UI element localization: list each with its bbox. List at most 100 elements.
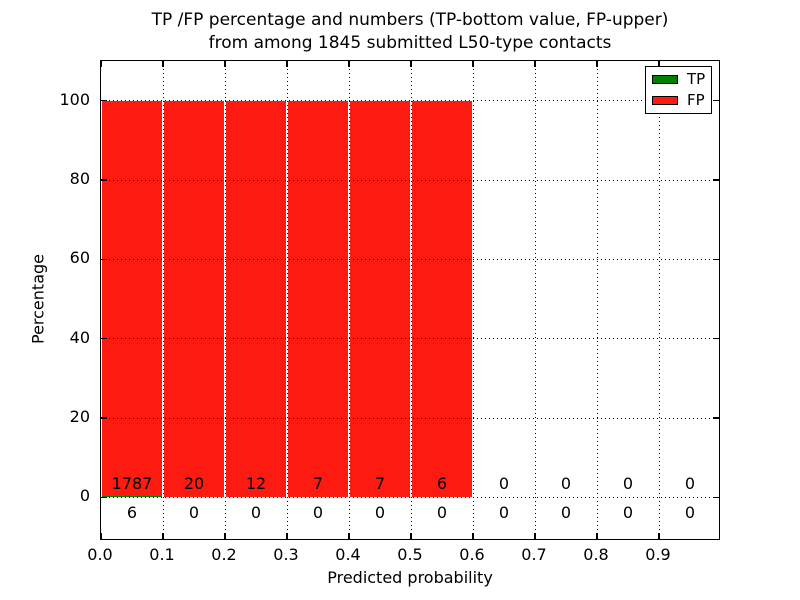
x-tick-label: 0.4	[335, 545, 361, 564]
x-tick-label: 0.1	[149, 545, 175, 564]
legend-swatch-tp	[652, 75, 678, 84]
gridline-horizontal	[101, 179, 719, 181]
x-tick-label: 0.6	[459, 545, 485, 564]
gridline-horizontal	[101, 338, 719, 340]
bar-tp	[102, 496, 162, 498]
bar-fp	[164, 100, 224, 498]
fp-count-label: 0	[498, 474, 510, 494]
x-tick-mark	[410, 533, 412, 539]
tp-count-label: 0	[684, 503, 696, 523]
x-tick-label: 0.8	[583, 545, 609, 564]
tick-marks-layer	[100, 61, 719, 539]
gridline-horizontal	[101, 496, 719, 498]
x-tick-mark	[410, 61, 412, 67]
tp-count-label: 6	[126, 503, 138, 523]
tp-count-label: 0	[498, 503, 510, 523]
x-tick-mark	[472, 533, 474, 539]
y-tick-label: 100	[59, 89, 90, 109]
fp-count-label: 20	[183, 474, 205, 494]
tp-count-label: 0	[436, 503, 448, 523]
x-tick-mark	[472, 61, 474, 67]
plot-area: 1787 6 20 0 12 0 7 0 7 0 6 0 0 0 0 0 0 0 0 0 TP FP	[100, 60, 720, 540]
x-tick-mark	[286, 533, 288, 539]
bar-fp	[350, 100, 410, 498]
y-tick-mark	[101, 337, 107, 340]
chart-title: TP /FP percentage and numbers (TP-bottom…	[90, 9, 730, 55]
x-tick-label: 0.7	[521, 545, 547, 564]
fp-count-label: 0	[560, 474, 572, 494]
tp-count-label: 0	[250, 503, 262, 523]
legend-label-tp: TP	[687, 70, 706, 88]
bar-fp	[288, 100, 348, 498]
gridline-horizontal	[101, 258, 719, 260]
legend-label-fp: FP	[687, 91, 705, 109]
x-tick-label: 0.0	[87, 545, 113, 564]
x-tick-mark	[100, 61, 102, 67]
x-tick-label: 0.9	[645, 545, 671, 564]
fp-count-label: 1787	[111, 474, 153, 494]
fp-count-label: 7	[312, 474, 324, 494]
gridline-vertical	[348, 61, 350, 539]
gridline-vertical	[472, 61, 474, 539]
count-labels-layer: 1787 6 20 0 12 0 7 0 7 0 6 0 0 0 0 0 0 0 0 0	[101, 61, 719, 539]
y-tick-mark	[101, 258, 107, 261]
y-tick-mark	[713, 417, 719, 419]
x-tick-mark	[596, 61, 598, 67]
chart-title-line2: from among 1845 submitted L50-type conta…	[208, 33, 612, 53]
gridline-vertical	[224, 61, 226, 539]
legend-swatch-fp	[652, 96, 678, 105]
bar-fp	[102, 100, 162, 497]
y-tick-mark	[713, 258, 719, 261]
legend-item-tp: TP	[652, 72, 705, 87]
y-tick-mark	[101, 99, 107, 102]
x-tick-mark	[534, 533, 536, 539]
bars-layer	[101, 61, 719, 539]
bar-fp	[226, 100, 286, 498]
y-tick-label: 40	[69, 327, 90, 347]
x-tick-mark	[224, 61, 226, 67]
x-tick-mark	[100, 533, 102, 539]
gridline-horizontal	[101, 417, 719, 419]
fp-count-label: 0	[684, 474, 696, 494]
gridline-vertical	[658, 61, 660, 539]
x-tick-label: 0.5	[397, 545, 423, 564]
y-axis-label: Percentage	[28, 253, 48, 345]
y-tick-label: 60	[69, 248, 90, 268]
x-tick-mark	[534, 61, 536, 67]
x-tick-mark	[286, 61, 288, 67]
y-tick-mark	[713, 337, 719, 340]
gridline-vertical	[534, 61, 536, 539]
tp-count-label: 0	[312, 503, 324, 523]
grid-layer	[101, 61, 719, 539]
tp-count-label: 0	[560, 503, 572, 523]
y-tick-mark	[713, 99, 719, 102]
fp-count-label: 7	[374, 474, 386, 494]
legend-item-fp: FP	[652, 93, 705, 108]
tp-count-label: 0	[188, 503, 200, 523]
x-tick-mark	[224, 533, 226, 539]
x-tick-mark	[348, 61, 350, 67]
x-tick-mark	[162, 61, 164, 67]
gridline-vertical	[596, 61, 598, 539]
x-axis-label: Predicted probability	[327, 568, 493, 587]
legend: TP FP	[645, 66, 712, 114]
y-tick-label: 80	[69, 169, 90, 188]
chart-title-line1: TP /FP percentage and numbers (TP-bottom…	[151, 10, 669, 30]
y-tick-mark	[101, 417, 107, 419]
tp-count-label: 0	[622, 503, 634, 523]
y-tick-mark	[713, 496, 719, 499]
tp-count-label: 0	[374, 503, 386, 523]
gridline-vertical	[410, 61, 412, 539]
x-tick-label: 0.3	[273, 545, 299, 564]
x-tick-mark	[658, 61, 660, 67]
fp-count-label: 0	[622, 474, 634, 494]
y-tick-label: 0	[79, 486, 90, 506]
x-tick-label: 0.2	[211, 545, 237, 564]
x-tick-mark	[658, 533, 660, 539]
gridline-vertical	[286, 61, 288, 539]
y-tick-label: 20	[69, 407, 90, 427]
gridline-vertical	[162, 61, 164, 539]
x-tick-mark	[596, 533, 598, 539]
gridline-horizontal	[101, 100, 719, 102]
